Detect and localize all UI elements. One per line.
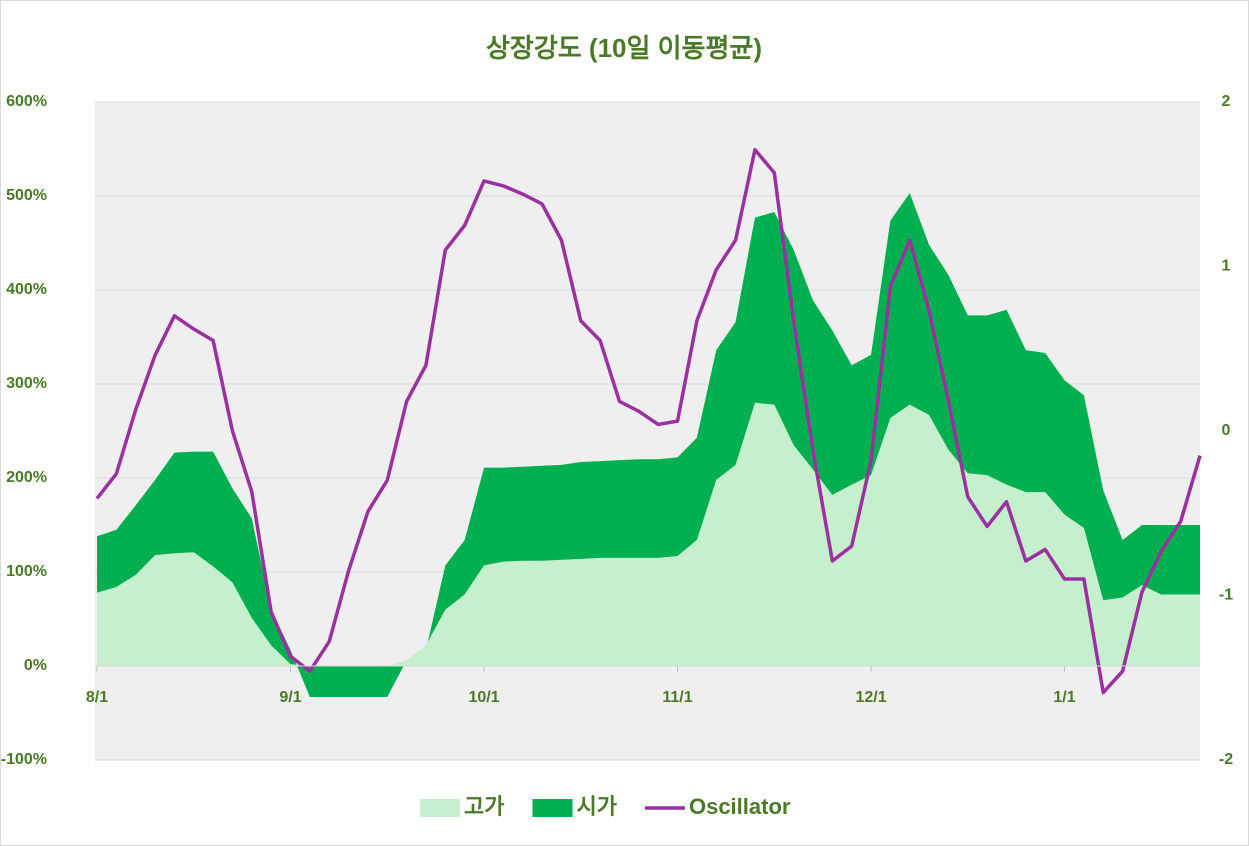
legend-swatch [532, 799, 573, 817]
area [97, 402, 1200, 666]
x-tick-label: 11/1 [662, 689, 692, 706]
line [95, 147, 1202, 695]
legend-label: 시가 [576, 794, 616, 819]
y-tick-label: 400% [6, 281, 47, 298]
legend-label: 고가 [464, 794, 504, 819]
y2-tick-label: 2 [1222, 93, 1231, 110]
y-tick-label: 200% [6, 469, 47, 486]
y2-tick-label: 0 [1222, 422, 1231, 439]
y-tick-label: 600% [6, 93, 47, 110]
y2-tick-label: 1 [1222, 258, 1231, 275]
y2-tick-label: -1 [1219, 587, 1233, 604]
legend-label: Oscillator [689, 794, 791, 819]
y-tick-label: 300% [6, 375, 47, 392]
legend-swatch [420, 799, 460, 817]
y2-tick-label: -2 [1219, 751, 1233, 768]
chart-title: 상장강도 (10일 이동평균) [486, 33, 762, 63]
y-tick-label: 0% [24, 657, 47, 674]
x-tick-label: 9/1 [279, 689, 301, 706]
x-tick-label: 12/1 [855, 689, 886, 706]
x-tick-label: 10/1 [468, 689, 499, 706]
x-tick-label: 8/1 [86, 689, 108, 706]
x-tick-label: 1/1 [1053, 689, 1075, 706]
y-tick-label: 500% [6, 187, 47, 204]
y-tick-label: 100% [6, 563, 47, 580]
y-tick-label: -100% [1, 751, 47, 768]
